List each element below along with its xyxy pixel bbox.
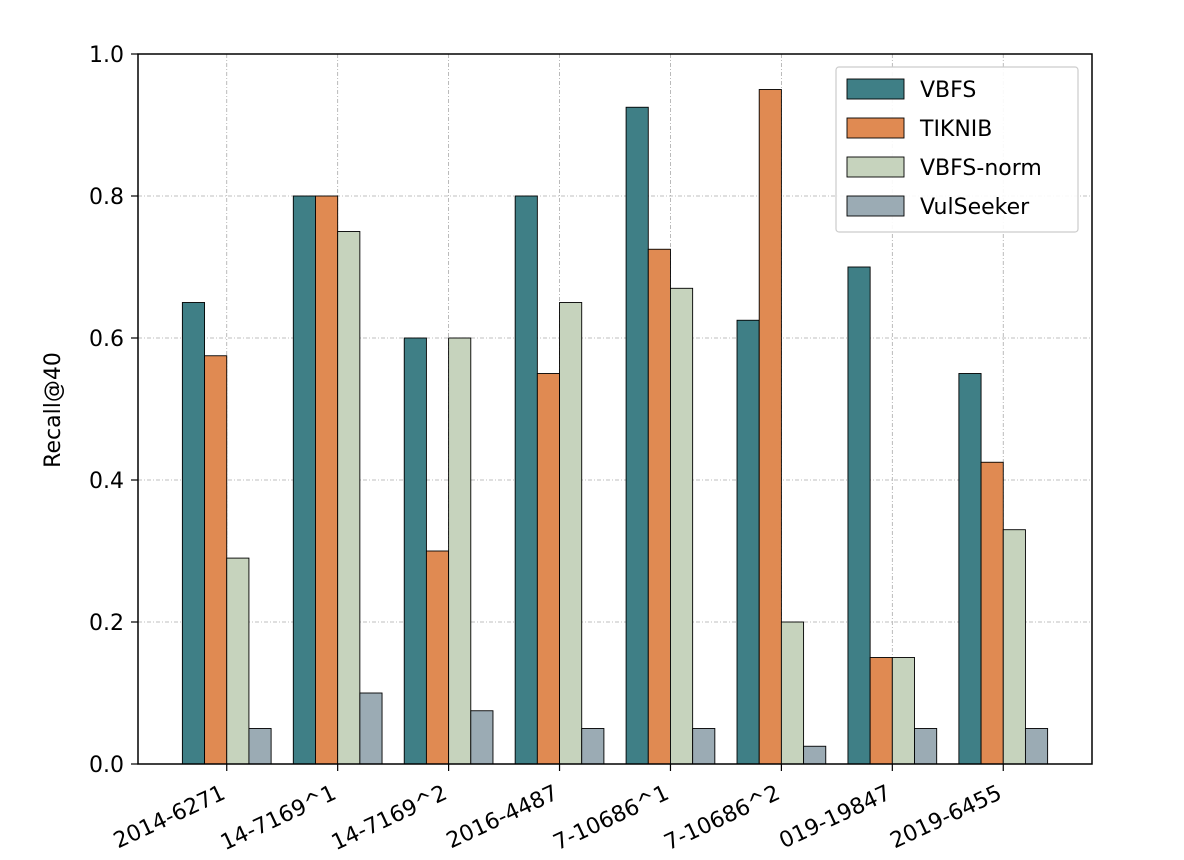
bar-vbfs [847,266,871,765]
bar-vbfs-norm [780,621,805,765]
x-tick-label: 14-7169^1 [217,781,340,856]
bar-tiknib [647,248,671,765]
y-tick-label: 0.6 [89,327,124,352]
bar-vulseeker [692,728,716,765]
y-tick-label: 0.0 [89,753,124,778]
bar-vbfs-norm [337,231,361,765]
y-tick-label: 0.8 [89,185,124,210]
legend-swatch-vbfs [846,78,905,100]
bar-tiknib [425,550,450,765]
bar-vbfs [181,302,206,765]
bar-vbfs [625,106,649,765]
legend-label-vulseeker: VulSeeker [920,195,1030,220]
x-tick-label: 7-10686^1 [550,781,673,856]
bar-vulseeker [359,692,383,765]
x-tick-label: 7-10686^2 [661,781,784,856]
legend-swatch-vulseeker [846,195,905,217]
bar-vbfs-norm [891,657,915,765]
bar-vbfs-norm [1002,529,1026,765]
bar-vbfs-norm [448,337,472,765]
y-tick-label: 0.4 [89,469,124,494]
bar-vbfs [292,195,316,765]
legend-label-tiknib: TIKNIB [919,117,992,142]
legend-swatch-tiknib [846,117,905,139]
legend-label-vbfs-norm: VBFS-norm [920,156,1042,181]
y-tick-label: 0.2 [89,611,124,636]
bar-tiknib [536,373,560,765]
bar-vulseeker [914,728,938,765]
y-tick-label: 1.0 [89,43,124,68]
bar-tiknib [980,461,1004,765]
bars [181,89,1049,765]
y-axis-label: Recall@40 [41,352,66,468]
bar-vulseeker [1024,728,1049,765]
bar-tiknib [758,89,782,765]
bar-vulseeker [470,710,494,765]
bar-vulseeker [803,745,827,765]
x-tick-label: 2019-6455 [887,781,1006,854]
bar-vbfs [736,319,760,765]
bar-tiknib [204,355,228,765]
bar-vbfs [514,195,538,765]
legend: VBFS TIKNIB VBFS-norm VulSeeker [835,66,1079,233]
bar-vulseeker [248,728,272,765]
plot-frame [137,53,1093,765]
bar-vulseeker [581,728,605,765]
x-tick-label: 2016-4487 [443,781,562,854]
bar-vbfs [958,373,982,765]
bar-tiknib [869,657,893,765]
x-tick-label: 14-7169^2 [328,781,451,856]
x-tick-label: 2014-6271 [110,781,229,854]
legend-swatch-vbfs-norm [846,156,905,178]
bar-vbfs [403,337,427,765]
x-tick-label: 019-19847 [776,781,895,854]
bar-vbfs-norm [559,302,583,765]
bar-vbfs-norm [670,287,694,765]
legend-box [835,66,1079,233]
legend-label-vbfs: VBFS [920,78,976,103]
bar-vbfs-norm [226,557,250,765]
bar-tiknib [315,195,339,765]
